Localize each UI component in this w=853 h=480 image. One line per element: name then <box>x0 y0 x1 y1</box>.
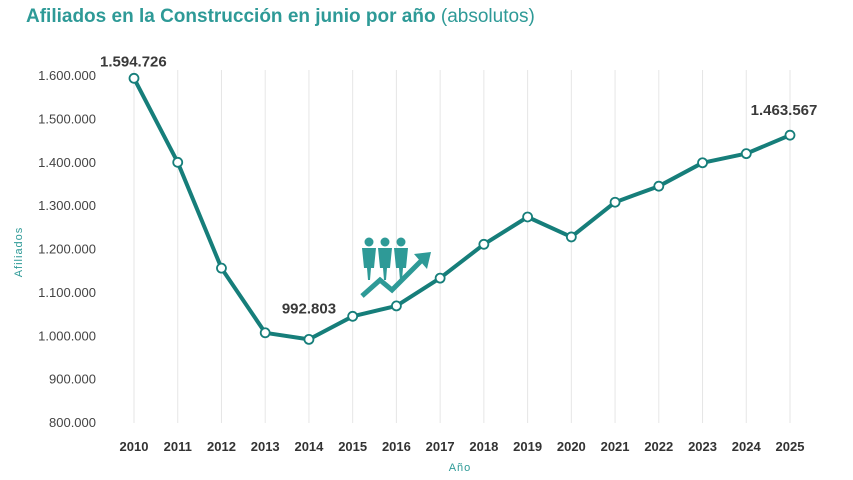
y-tick-labels: 800.000 900.000 1.000.000 1.100.000 1.200.00… <box>38 68 96 430</box>
workers-growth-icon <box>360 237 431 298</box>
chart-subtitle: (absolutos) <box>440 6 535 27</box>
y-axis-label: Afiliados <box>13 227 25 278</box>
x-tick-label-2018: 2018 <box>469 439 498 454</box>
data-point-2011 <box>172 156 184 168</box>
x-tick-label-2019: 2019 <box>513 439 542 454</box>
data-point-2015 <box>347 310 359 322</box>
y-tick-label: 1.200.000 <box>38 242 96 257</box>
x-tick-label-2010: 2010 <box>120 439 149 454</box>
x-axis-label: Año <box>449 462 472 474</box>
data-point-2012 <box>216 262 227 274</box>
y-tick-label: 1.500.000 <box>38 111 96 126</box>
x-tick-label-2012: 2012 <box>207 439 236 454</box>
x-tick-label-2024: 2024 <box>732 439 762 454</box>
chart-title: Afiliados en la Construcción en junio po… <box>26 6 535 28</box>
x-tick-label-2025: 2025 <box>776 439 805 454</box>
data-point-2022 <box>653 180 665 192</box>
data-point-2016 <box>390 300 402 312</box>
series-line <box>132 76 792 342</box>
data-point-2014 <box>303 333 315 345</box>
data-point-2020 <box>565 231 577 243</box>
data-label-2010: 1.594.726 <box>100 53 167 70</box>
data-point-2013 <box>259 327 271 339</box>
data-labels: 1.594.726 992.803 1.463.567 <box>100 53 817 317</box>
data-point-2010 <box>128 72 140 84</box>
x-tick-label-2022: 2022 <box>644 439 673 454</box>
data-point-2023 <box>697 157 708 169</box>
data-point-2018 <box>478 238 490 250</box>
y-tick-label: 900.000 <box>49 372 96 387</box>
x-tick-label-2014: 2014 <box>294 439 324 454</box>
x-tick-label-2011: 2011 <box>164 439 192 454</box>
data-label-2014: 992.803 <box>282 300 336 317</box>
y-tick-label: 1.100.000 <box>38 285 96 300</box>
data-label-2025: 1.463.567 <box>751 102 818 119</box>
x-tick-label-2020: 2020 <box>557 439 586 454</box>
data-point-2024 <box>740 148 752 160</box>
x-tick-label-2016: 2016 <box>382 439 411 454</box>
data-point-2017 <box>434 272 446 284</box>
x-tick-label-2015: 2015 <box>338 439 367 454</box>
x-tick-label-2023: 2023 <box>688 439 717 454</box>
y-tick-label: 800.000 <box>49 415 96 430</box>
x-tick-label-2017: 2017 <box>426 439 455 454</box>
x-tick-labels: 2010 2011 2012 2013 2014 2015 2016 2017 2018 2019… <box>120 439 805 454</box>
data-point-2025 <box>784 129 796 141</box>
y-tick-label: 1.300.000 <box>38 198 96 213</box>
grid-lines <box>133 70 791 423</box>
data-points <box>128 72 796 345</box>
y-tick-label: 1.000.000 <box>38 328 96 343</box>
x-tick-label-2021: 2021 <box>601 439 630 454</box>
data-point-2019 <box>522 211 533 223</box>
y-tick-label: 1.400.000 <box>38 155 96 170</box>
chart-title-main: Afiliados en la Construcción en junio po… <box>26 6 436 27</box>
y-tick-label: 1.600.000 <box>38 68 96 83</box>
x-tick-label-2013: 2013 <box>251 439 280 454</box>
data-point-2021 <box>609 196 621 208</box>
